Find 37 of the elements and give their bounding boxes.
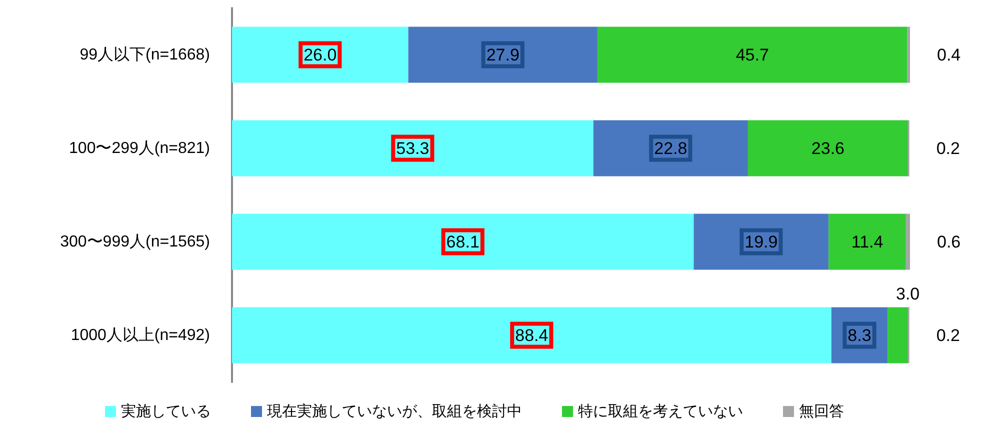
bar: [888, 307, 908, 364]
y-tick-label: 99人以下(n=1668): [80, 45, 210, 64]
bar: [593, 120, 748, 176]
legend-label: 特に取組を考えていない: [578, 403, 743, 420]
data-label: 26.0: [304, 45, 337, 64]
bar: [907, 26, 910, 83]
bar: [906, 214, 910, 270]
data-label: 0.2: [936, 138, 960, 158]
data-label: 8.3: [848, 326, 872, 345]
bar: [232, 120, 594, 176]
data-label: 0.2: [936, 326, 960, 345]
data-label: 45.7: [736, 45, 769, 64]
bar: [748, 120, 908, 176]
bar: [694, 214, 829, 270]
data-label: 3.0: [896, 284, 920, 304]
data-label: 11.4: [851, 232, 884, 252]
data-label: 19.9: [744, 232, 778, 252]
data-label: 0.6: [937, 232, 961, 252]
data-label: 0.4: [937, 45, 961, 64]
data-label: 53.3: [396, 138, 430, 158]
y-tick-label: 1000人以上(n=492): [70, 326, 210, 344]
legend-label: 無回答: [799, 403, 844, 420]
bar: [408, 26, 598, 83]
bar: [232, 214, 694, 270]
bar: [597, 26, 908, 83]
data-label: 22.8: [654, 138, 688, 158]
legend-label: 実施している: [121, 403, 211, 420]
data-label: 27.9: [486, 45, 520, 64]
data-label: 88.4: [515, 326, 548, 345]
legend-label: 現在実施していないが、取組を検討中: [267, 403, 522, 420]
bar: [232, 307, 832, 364]
bar: [828, 214, 906, 270]
data-label: 68.1: [446, 232, 480, 252]
bar: [232, 26, 408, 83]
y-tick-label: 300〜999人(n=1565): [60, 233, 210, 250]
data-label: 23.6: [811, 138, 845, 158]
y-tick-label: 100〜299人(n=821): [69, 140, 210, 157]
